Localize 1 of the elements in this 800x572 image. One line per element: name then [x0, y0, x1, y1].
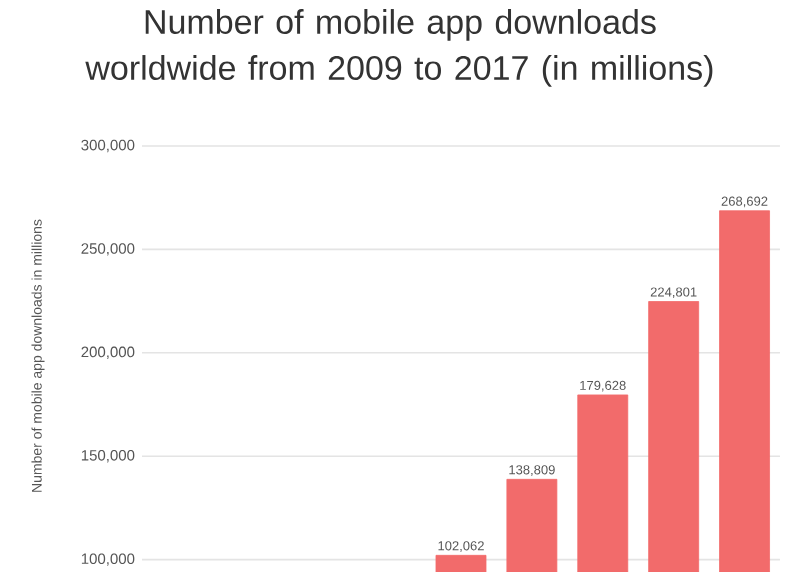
chart-title: Number of mobile app downloads worldwide from 2009 to 2017 (in millions) [85, 9, 713, 87]
